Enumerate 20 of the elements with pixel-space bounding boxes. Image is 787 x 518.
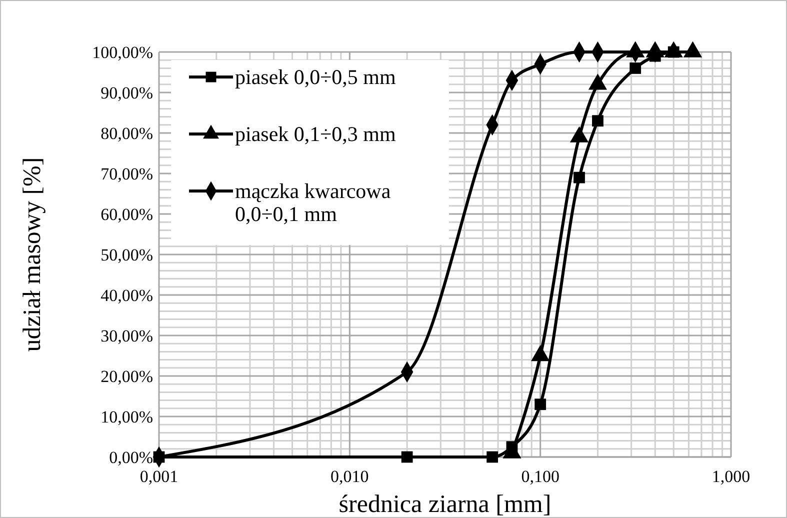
x-tick-label: 0,001	[140, 467, 178, 486]
y-tick-label: 10,00%	[100, 408, 153, 426]
y-tick-label: 70,00%	[100, 164, 153, 184]
y-tick-label: 50,00%	[100, 246, 153, 264]
x-axis-title: średnica ziarna [mm]	[338, 491, 552, 518]
y-tick-label: 20,00%	[100, 367, 153, 386]
y-axis-title: udział masowy [%]	[19, 157, 46, 352]
legend-label: piasek 0,1÷0,3 mm	[235, 122, 396, 146]
legend-label: mączka kwarcowa 0,0÷0,1 mm	[235, 179, 392, 226]
y-tick-label: 80,00%	[100, 124, 153, 143]
legend-label: piasek 0,0÷0,5 mm	[235, 65, 396, 89]
y-tick-label: 90,00%	[100, 84, 153, 102]
x-tick-label: 0,010	[330, 467, 369, 486]
y-tick-label: 0,00%	[109, 448, 153, 467]
y-tick-label: 40,00%	[100, 286, 153, 305]
x-tick-label: 0,100	[521, 467, 560, 486]
y-tick-label: 30,00%	[100, 326, 153, 346]
y-tick-label: 60,00%	[100, 205, 153, 224]
y-tick-label: 100,00%	[92, 43, 153, 62]
x-tick-label: 1,000	[712, 467, 750, 486]
